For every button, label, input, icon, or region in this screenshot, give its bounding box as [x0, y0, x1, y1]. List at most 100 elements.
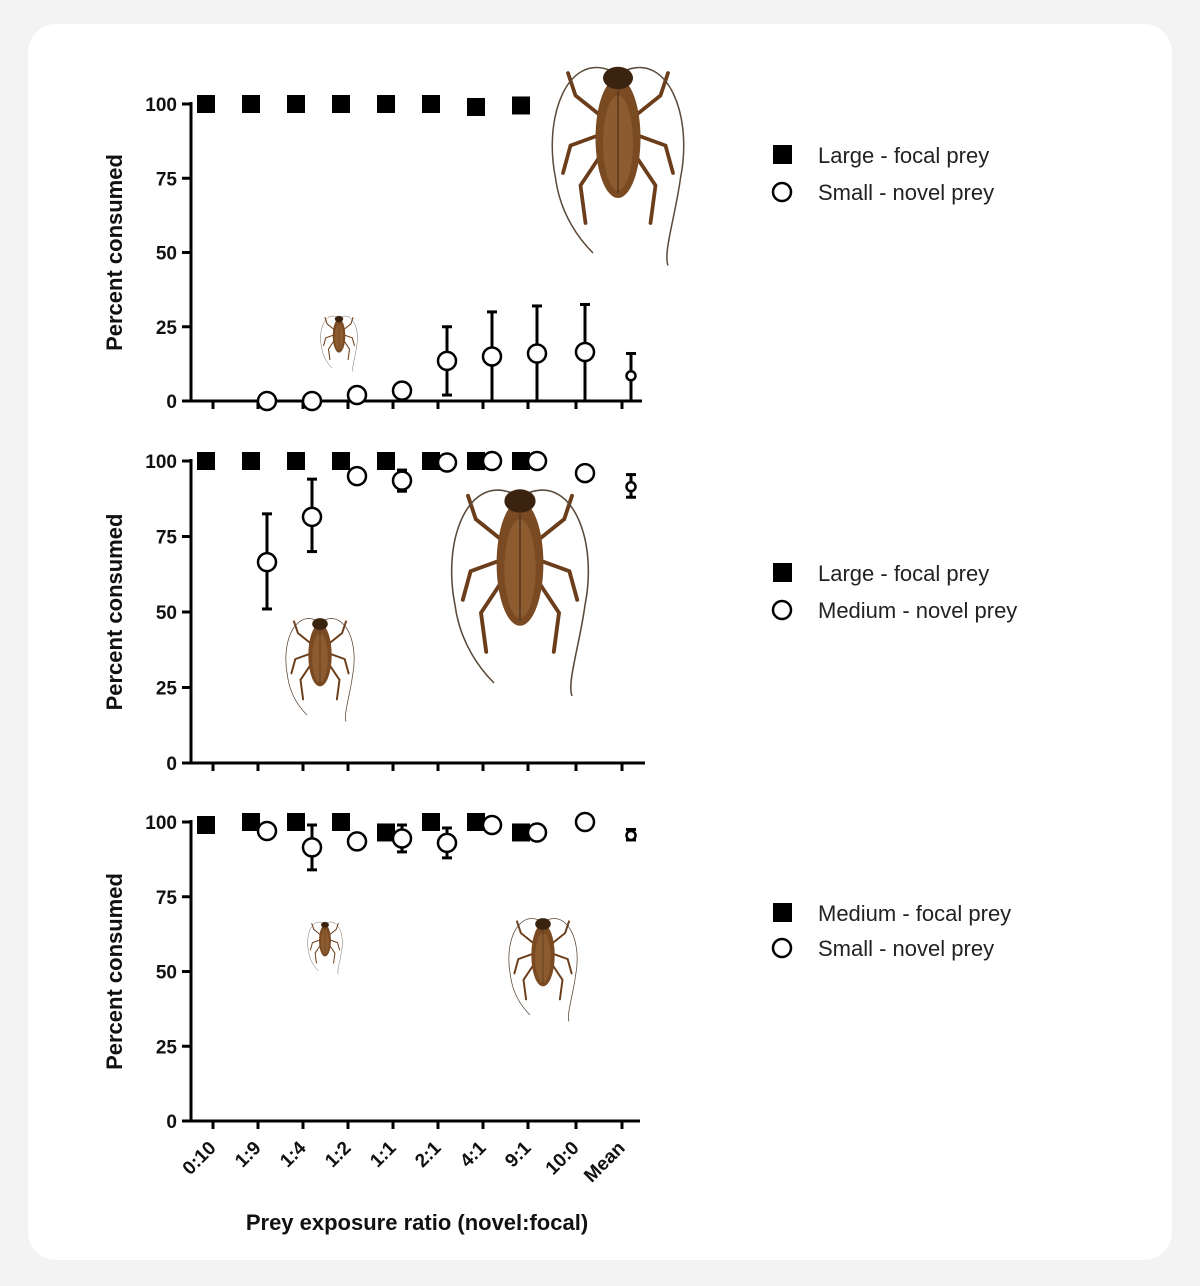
y-tick-label: 50 [156, 244, 177, 265]
square-marker [197, 95, 215, 113]
circle-marker [481, 450, 503, 472]
x-tick-label: 9:1 [501, 1137, 536, 1172]
x-tick-label: 2:1 [411, 1137, 446, 1172]
circle-marker [301, 837, 323, 858]
circle-marker [346, 831, 368, 852]
circle-marker [574, 341, 596, 363]
y-tick-label: 75 [156, 888, 178, 909]
panel-1: 0 25 50 75 100 Percent consumed Large - focal … [102, 66, 994, 413]
x-axis-title: Prey exposure ratio (novel:focal) [246, 1210, 588, 1235]
x-tick-label: 1:2 [321, 1138, 355, 1172]
y-axis-title: Percent consumed [102, 514, 127, 711]
circle-marker [436, 452, 458, 473]
circle-marker [574, 462, 596, 484]
y-tick-label: 25 [156, 318, 178, 339]
legend-circle-marker [771, 937, 793, 959]
circle-marker [436, 832, 458, 854]
circle-marker [526, 343, 548, 364]
x-tick-label: 4:1 [456, 1137, 491, 1172]
circle-marker [301, 506, 323, 528]
circle-marker [256, 390, 278, 412]
square-marker [422, 813, 440, 831]
legend-square-marker [773, 903, 792, 922]
circle-marker [625, 829, 637, 842]
square-marker [512, 96, 530, 115]
legend-square-marker [773, 145, 792, 164]
square-marker [242, 813, 260, 831]
circle-marker [481, 814, 503, 836]
square-marker [287, 813, 305, 831]
x-tick-label: 1:4 [276, 1137, 311, 1172]
y-tick-label: 100 [145, 452, 177, 473]
cockroach-image-2-1 [450, 489, 590, 697]
legend-circle-marker [771, 181, 793, 203]
legend-label: Small - novel prey [818, 936, 994, 961]
square-marker [512, 452, 530, 470]
circle-marker [256, 551, 278, 573]
legend-label: Large - focal prey [818, 143, 989, 168]
square-marker [467, 97, 485, 116]
circle-marker [481, 346, 503, 367]
circle-marker [391, 380, 413, 401]
y-axis-title: Percent consumed [102, 154, 127, 351]
panel-3: 0 25 50 75 100 Percent consumed Medium - focal… [102, 811, 1011, 1133]
circle-marker [301, 390, 323, 412]
square-marker [197, 452, 215, 470]
cockroach-image-3-2 [307, 921, 343, 975]
square-marker [332, 813, 350, 831]
cockroach-image-1-1 [551, 66, 685, 266]
square-marker [377, 452, 395, 470]
y-tick-label: 0 [166, 392, 177, 413]
circle-marker [526, 822, 548, 843]
square-marker [332, 452, 350, 470]
cockroach-image-3-1 [508, 918, 578, 1022]
y-tick-label: 75 [156, 528, 178, 549]
panels-group: 0 25 50 75 100 Percent consumed Large - focal … [102, 66, 1017, 1187]
square-marker [332, 95, 350, 113]
y-axis-title: Percent consumed [102, 873, 127, 1070]
legend-square-marker [773, 563, 792, 582]
y-tick-label: 25 [156, 679, 178, 700]
y-tick-label: 50 [156, 963, 177, 984]
square-marker [467, 813, 485, 831]
legend-label: Small - novel prey [818, 180, 994, 205]
y-tick-label: 25 [156, 1037, 178, 1058]
circle-marker [625, 370, 637, 382]
legend-label: Medium - focal prey [818, 901, 1011, 926]
legend-label: Large - focal prey [818, 561, 989, 586]
square-marker [242, 452, 260, 470]
square-marker [287, 95, 305, 113]
circle-marker [436, 350, 458, 372]
figure-card [28, 24, 1172, 1260]
circle-marker [391, 470, 413, 491]
circle-marker [526, 450, 548, 472]
square-marker [377, 95, 395, 113]
x-tick-label: Mean [580, 1138, 629, 1187]
circle-marker [625, 480, 637, 493]
y-tick-label: 50 [156, 603, 177, 624]
circle-marker [574, 811, 596, 833]
square-marker [422, 452, 440, 470]
square-marker [242, 95, 260, 113]
panel-2: 0 25 50 75 100 Percent consumed Large - focal … [102, 450, 1017, 775]
circle-marker [256, 820, 278, 842]
x-tick-label: 0:10 [179, 1138, 221, 1180]
legend-label: Medium - novel prey [818, 598, 1017, 623]
x-tick-label: 1:1 [366, 1137, 401, 1172]
x-tick-label: 1:9 [231, 1138, 265, 1172]
y-tick-label: 0 [166, 1112, 177, 1133]
legend-circle-marker [771, 599, 793, 621]
cockroach-image-1-2 [320, 315, 358, 372]
y-tick-label: 75 [156, 169, 178, 190]
cockroach-image-2-2 [285, 618, 355, 722]
square-marker [467, 452, 485, 470]
square-marker [422, 95, 440, 113]
y-tick-label: 100 [145, 95, 177, 116]
square-marker [287, 452, 305, 470]
y-tick-label: 0 [166, 754, 177, 775]
circle-marker [391, 828, 413, 849]
circle-marker [346, 465, 368, 487]
y-tick-label: 100 [145, 813, 177, 834]
